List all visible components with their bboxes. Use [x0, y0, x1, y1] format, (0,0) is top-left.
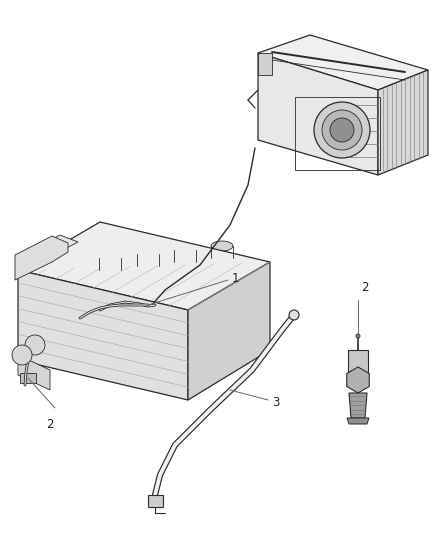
Polygon shape	[148, 495, 163, 507]
Circle shape	[12, 345, 32, 365]
Polygon shape	[18, 355, 50, 390]
Polygon shape	[18, 222, 270, 310]
Polygon shape	[348, 350, 368, 372]
Circle shape	[356, 334, 360, 338]
Circle shape	[314, 102, 370, 158]
Circle shape	[289, 310, 299, 320]
Polygon shape	[15, 236, 68, 280]
Text: 2: 2	[46, 418, 54, 431]
Ellipse shape	[211, 241, 233, 251]
Polygon shape	[20, 373, 36, 383]
Polygon shape	[258, 53, 272, 75]
Circle shape	[322, 110, 362, 150]
Ellipse shape	[137, 249, 159, 259]
Polygon shape	[378, 70, 428, 175]
Polygon shape	[347, 367, 369, 393]
Text: 1: 1	[232, 271, 240, 285]
Text: 3: 3	[272, 395, 279, 408]
Ellipse shape	[99, 253, 121, 263]
Polygon shape	[258, 53, 378, 175]
Text: 2: 2	[361, 281, 368, 294]
Polygon shape	[18, 270, 188, 400]
Ellipse shape	[174, 245, 196, 255]
Polygon shape	[347, 418, 369, 424]
Polygon shape	[258, 35, 428, 90]
Circle shape	[330, 118, 354, 142]
Polygon shape	[22, 235, 78, 262]
Polygon shape	[188, 262, 270, 400]
Circle shape	[25, 335, 45, 355]
Polygon shape	[349, 393, 367, 418]
